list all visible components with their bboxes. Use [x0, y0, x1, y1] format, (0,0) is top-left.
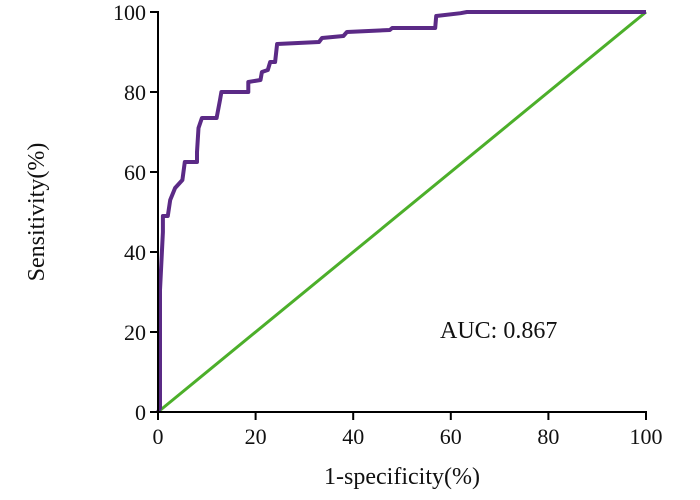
y-tick-label: 100 — [113, 0, 146, 25]
x-tick-label: 80 — [537, 424, 559, 449]
y-tick-label: 20 — [124, 320, 146, 345]
y-tick-label: 80 — [124, 80, 146, 105]
x-tick-label: 60 — [440, 424, 462, 449]
auc-annotation: AUC: 0.867 — [440, 318, 557, 344]
x-tick-label: 40 — [342, 424, 364, 449]
y-axis-label: Sensitivity(%) — [24, 143, 50, 282]
y-tick-label: 60 — [124, 160, 146, 185]
x-tick-label: 20 — [245, 424, 267, 449]
x-tick-label: 0 — [153, 424, 164, 449]
x-tick-label: 100 — [630, 424, 663, 449]
reference-diagonal-line — [157, 10, 647, 414]
x-axis-label: 1-specificity(%) — [324, 464, 480, 490]
y-tick-label: 0 — [135, 400, 146, 425]
y-tick-label: 40 — [124, 240, 146, 265]
roc-curve-line — [156, 10, 646, 413]
